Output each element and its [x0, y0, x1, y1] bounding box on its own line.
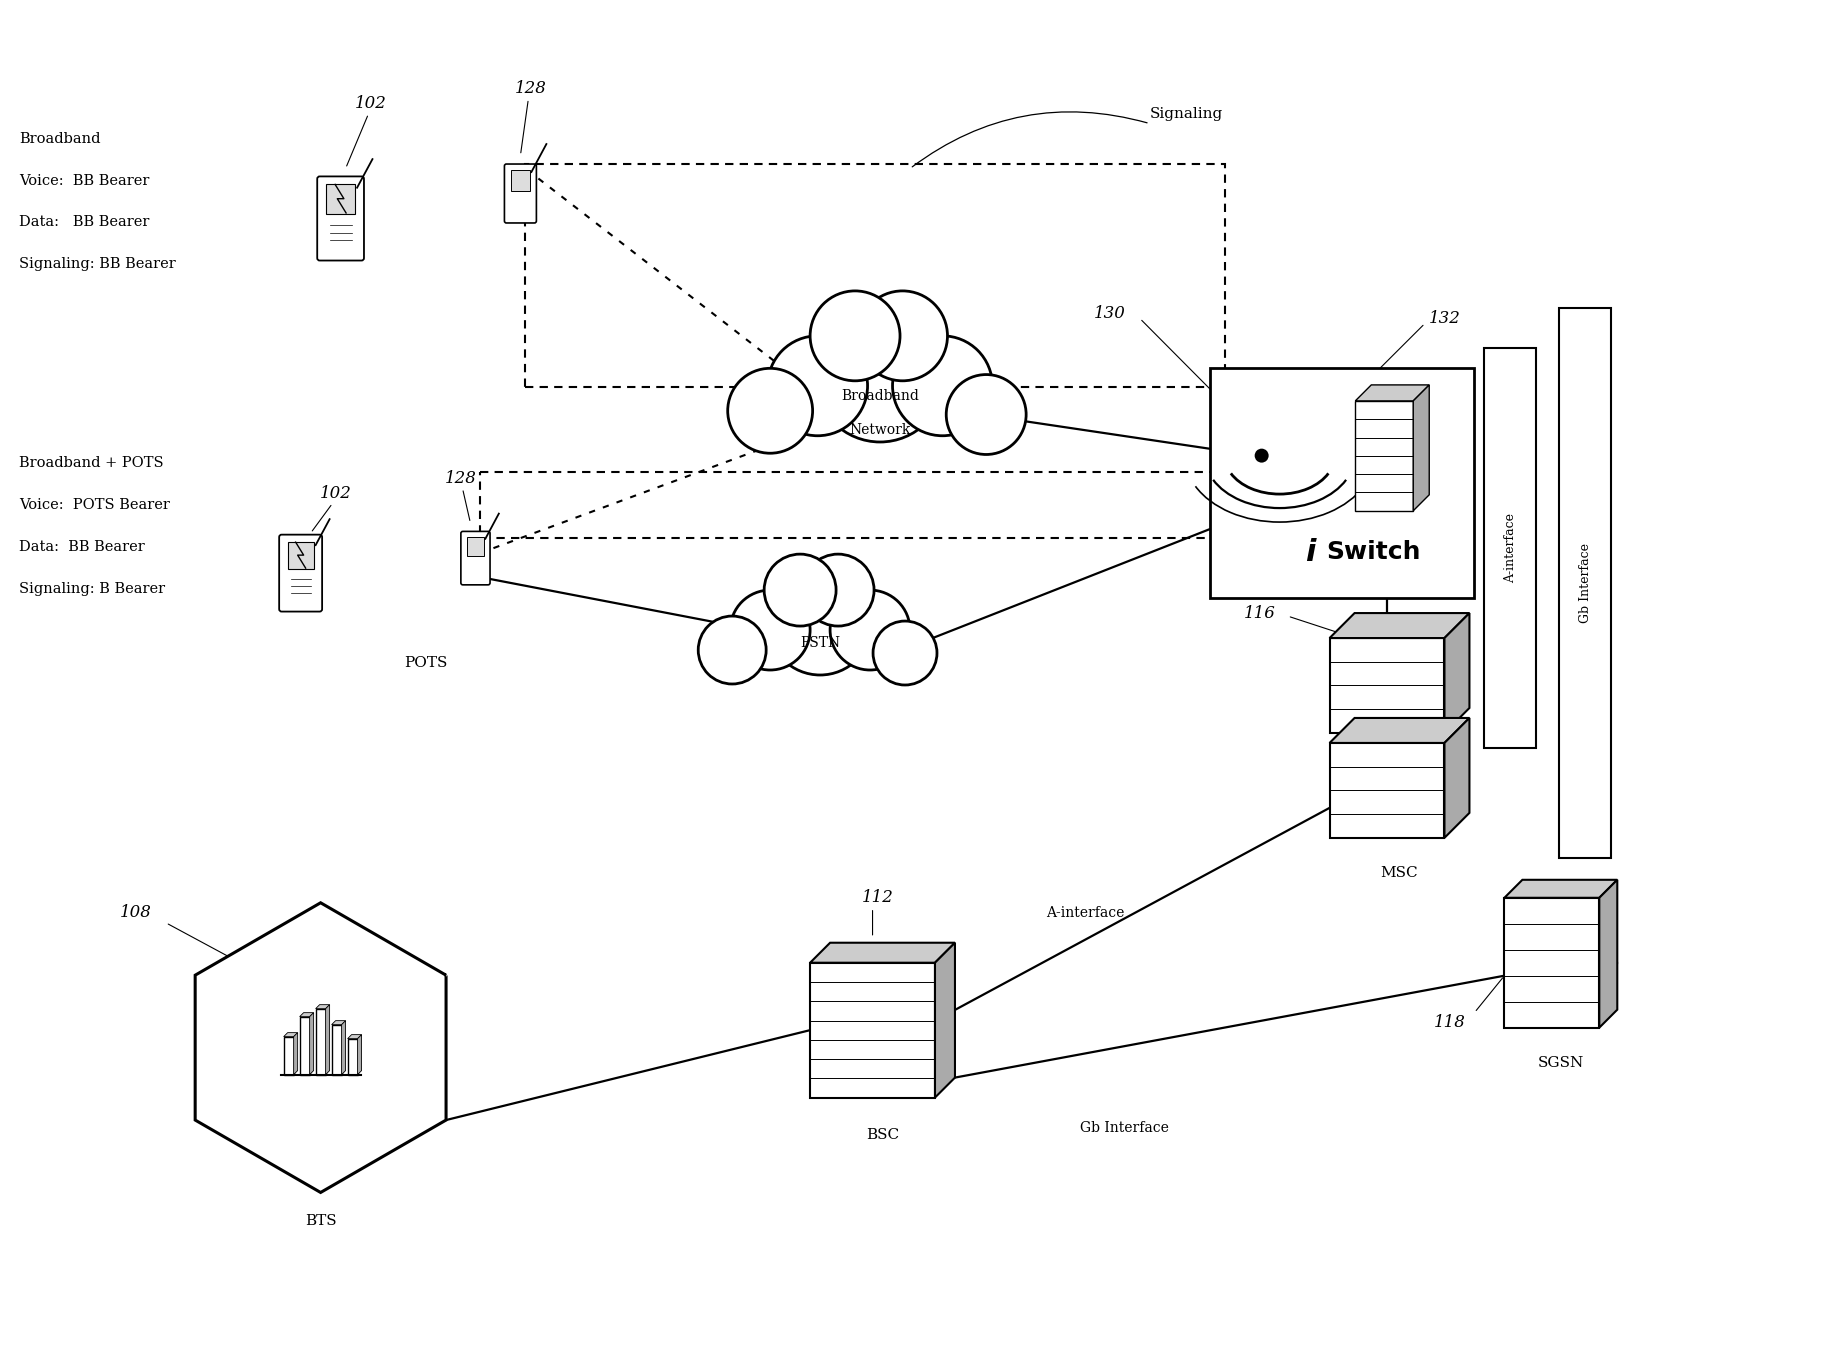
Polygon shape — [1355, 384, 1429, 401]
Bar — [511, 170, 530, 191]
Bar — [347, 1039, 358, 1074]
Circle shape — [858, 291, 947, 380]
Polygon shape — [1444, 718, 1469, 838]
FancyBboxPatch shape — [504, 164, 537, 223]
FancyBboxPatch shape — [279, 535, 321, 611]
Text: A-interface: A-interface — [1504, 513, 1517, 583]
Polygon shape — [1329, 718, 1469, 743]
Circle shape — [803, 554, 873, 626]
Text: Broadband: Broadband — [842, 390, 919, 403]
Polygon shape — [332, 1021, 345, 1025]
Text: 112: 112 — [862, 889, 893, 906]
Bar — [810, 963, 934, 1097]
Text: Gb Interface: Gb Interface — [1080, 1120, 1169, 1134]
Bar — [480, 471, 1224, 538]
Bar — [1329, 638, 1444, 733]
Circle shape — [1255, 448, 1268, 463]
Text: 118: 118 — [1434, 1014, 1466, 1031]
Polygon shape — [347, 1035, 362, 1039]
Text: 102: 102 — [354, 95, 386, 113]
Bar — [288, 542, 314, 569]
Circle shape — [810, 291, 901, 380]
Text: BSC: BSC — [866, 1127, 899, 1142]
Ellipse shape — [742, 379, 1017, 469]
Polygon shape — [1504, 880, 1617, 898]
Polygon shape — [1599, 880, 1617, 1028]
Text: POTS: POTS — [404, 656, 447, 669]
Text: 128: 128 — [515, 80, 546, 98]
Polygon shape — [325, 1005, 330, 1074]
Bar — [1209, 368, 1475, 598]
FancyBboxPatch shape — [462, 531, 489, 585]
Bar — [332, 1025, 342, 1074]
Text: Signaling: B Bearer: Signaling: B Bearer — [18, 583, 164, 596]
Text: i: i — [1305, 538, 1316, 566]
Circle shape — [831, 591, 910, 669]
Polygon shape — [1414, 384, 1429, 511]
Text: BTS: BTS — [305, 1214, 336, 1229]
Polygon shape — [358, 1035, 362, 1074]
Circle shape — [816, 312, 945, 441]
Ellipse shape — [711, 625, 930, 697]
Bar — [1560, 308, 1612, 858]
Text: Voice:  POTS Bearer: Voice: POTS Bearer — [18, 498, 170, 512]
Bar — [467, 536, 484, 557]
Text: A-interface: A-interface — [1045, 906, 1124, 919]
Polygon shape — [299, 1013, 314, 1017]
Polygon shape — [196, 903, 447, 1192]
Polygon shape — [316, 1005, 330, 1009]
Text: Broadband: Broadband — [18, 132, 100, 145]
Bar — [299, 1017, 310, 1074]
Text: Network: Network — [849, 424, 910, 437]
Bar — [316, 1009, 325, 1074]
Circle shape — [768, 335, 868, 436]
Text: Broadband + POTS: Broadband + POTS — [18, 456, 164, 470]
Text: SGSN: SGSN — [1538, 1055, 1584, 1070]
Polygon shape — [284, 1032, 297, 1036]
Text: Data:   BB Bearer: Data: BB Bearer — [18, 216, 150, 230]
FancyBboxPatch shape — [318, 177, 364, 261]
Circle shape — [873, 621, 938, 684]
Text: 130: 130 — [1095, 306, 1126, 322]
Circle shape — [892, 335, 993, 436]
Text: Signaling: BB Bearer: Signaling: BB Bearer — [18, 258, 175, 272]
Polygon shape — [294, 1032, 297, 1074]
Circle shape — [698, 617, 766, 684]
Bar — [1484, 349, 1536, 748]
Bar — [526, 163, 1224, 387]
Text: 108: 108 — [120, 904, 151, 921]
Text: PSTN: PSTN — [799, 636, 840, 650]
Polygon shape — [810, 942, 954, 963]
Polygon shape — [934, 942, 954, 1097]
Circle shape — [764, 554, 836, 626]
Polygon shape — [342, 1021, 345, 1074]
Text: 116: 116 — [1244, 604, 1276, 622]
Bar — [284, 1036, 294, 1074]
Text: 132: 132 — [1429, 310, 1460, 327]
Polygon shape — [1444, 612, 1469, 733]
Text: Switch: Switch — [1327, 540, 1421, 564]
Polygon shape — [1329, 612, 1469, 638]
Text: 102: 102 — [319, 485, 351, 501]
Bar — [1355, 401, 1414, 511]
Text: 128: 128 — [445, 470, 476, 486]
Text: Data:  BB Bearer: Data: BB Bearer — [18, 540, 144, 554]
Text: MSC: MSC — [1381, 866, 1418, 880]
Bar — [1329, 743, 1444, 838]
Text: Gb Interface: Gb Interface — [1578, 543, 1591, 623]
Circle shape — [947, 375, 1026, 455]
Circle shape — [731, 591, 810, 669]
Text: Voice:  BB Bearer: Voice: BB Bearer — [18, 174, 150, 187]
Bar — [1504, 898, 1599, 1028]
Text: Signaling: Signaling — [1150, 106, 1224, 121]
Polygon shape — [310, 1013, 314, 1074]
Circle shape — [727, 368, 812, 454]
Circle shape — [768, 572, 871, 675]
Bar — [327, 185, 354, 215]
